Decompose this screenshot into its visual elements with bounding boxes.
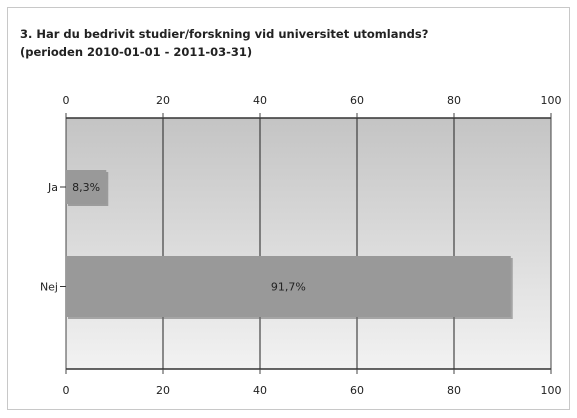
data-label: 91,7% — [271, 281, 306, 294]
top-tick-label: 100 — [541, 94, 562, 107]
bar-chart: 3. Har du bedrivit studier/forskning vid… — [20, 27, 562, 397]
category-label: Nej — [40, 281, 58, 294]
bar-nej — [66, 256, 511, 317]
top-tick-label: 80 — [447, 94, 461, 107]
data-labels: 8,3% 91,7% — [72, 181, 306, 294]
top-tick-label: 60 — [350, 94, 364, 107]
category-labels: Ja Nej — [40, 181, 66, 294]
grid-lines — [65, 117, 552, 370]
category-label: Ja — [47, 181, 58, 194]
chart-title: 3. Har du bedrivit studier/forskning vid… — [20, 27, 428, 41]
top-tick-label: 0 — [63, 94, 70, 107]
bottom-tick-label: 100 — [541, 384, 562, 397]
bottom-tick-label: 60 — [350, 384, 364, 397]
chart-frame: 3. Har du bedrivit studier/forskning vid… — [7, 7, 570, 410]
top-tick-label: 40 — [253, 94, 267, 107]
data-label: 8,3% — [72, 181, 100, 194]
bottom-tick-label: 0 — [63, 384, 70, 397]
bottom-tick-label: 20 — [156, 384, 170, 397]
plot-area — [66, 118, 551, 369]
top-tick-label: 20 — [156, 94, 170, 107]
axis-ticks: 0 0 20 20 40 40 60 60 80 80 100 100 — [63, 94, 562, 397]
bar-ja — [66, 170, 107, 204]
bars — [66, 170, 513, 319]
bottom-tick-label: 80 — [447, 384, 461, 397]
chart-subtitle: (perioden 2010-01-01 - 2011-03-31) — [20, 45, 252, 59]
bottom-tick-label: 40 — [253, 384, 267, 397]
